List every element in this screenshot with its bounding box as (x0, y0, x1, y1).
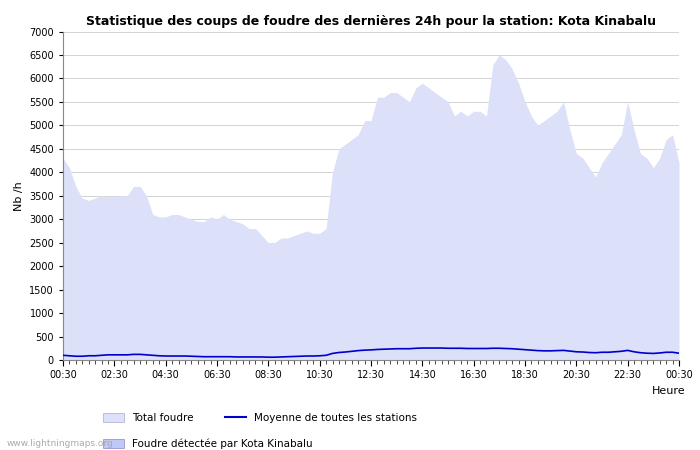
Y-axis label: Nb /h: Nb /h (14, 181, 24, 211)
Title: Statistique des coups de foudre des dernières 24h pour la station: Kota Kinabalu: Statistique des coups de foudre des dern… (86, 14, 656, 27)
Text: Heure: Heure (652, 386, 685, 396)
Text: www.lightningmaps.org: www.lightningmaps.org (7, 439, 113, 448)
Legend: Foudre détectée par Kota Kinabalu: Foudre détectée par Kota Kinabalu (99, 435, 317, 450)
